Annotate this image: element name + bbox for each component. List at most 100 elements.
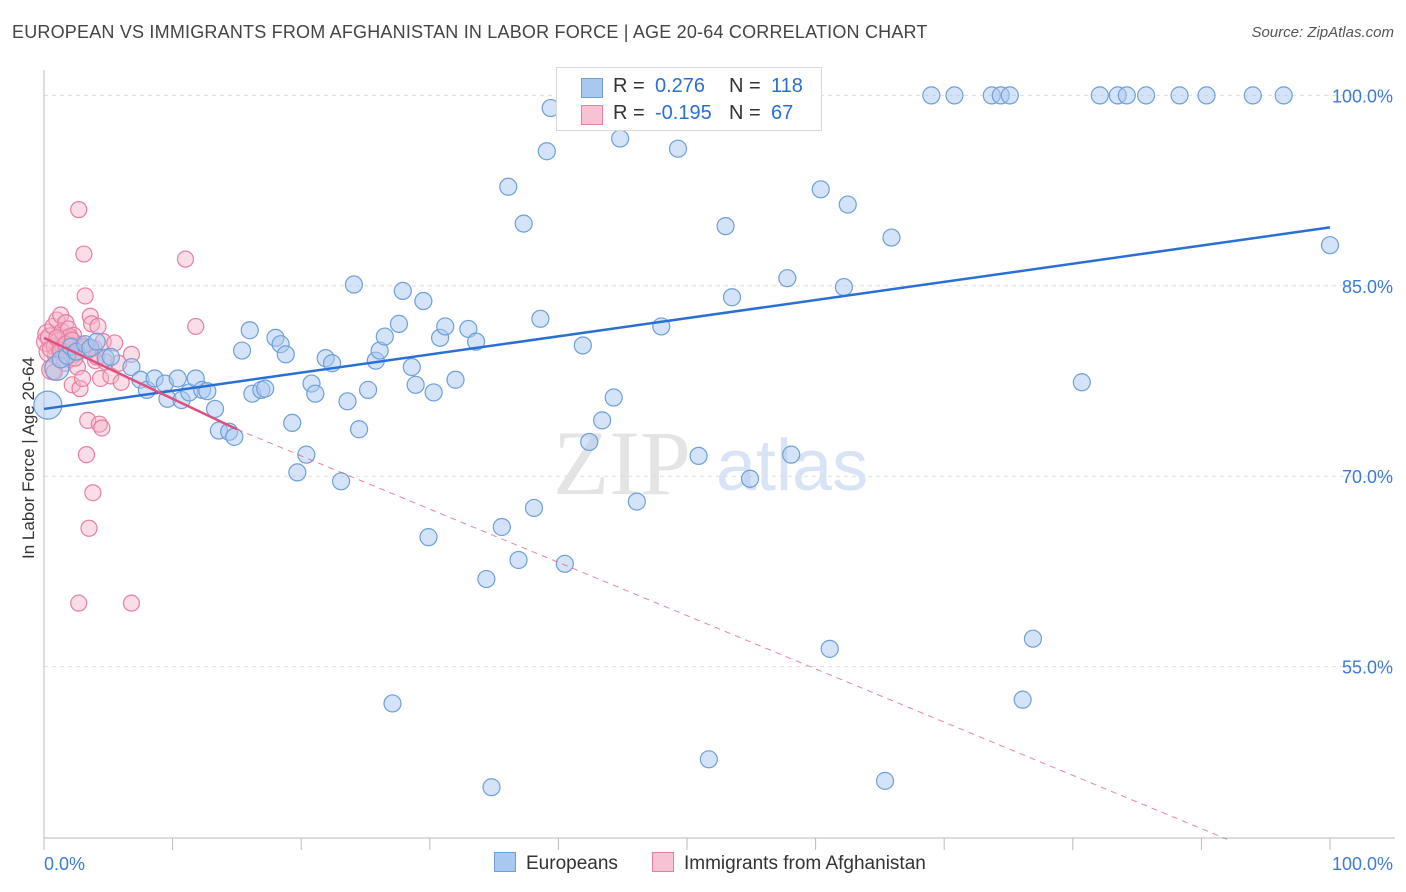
afghanistan-point (70, 201, 88, 219)
europeans-point (1000, 86, 1019, 105)
europeans-point (524, 498, 544, 518)
y-tick-label: 85.0% (1342, 277, 1393, 297)
afghanistan-point (84, 484, 102, 502)
y-tick-label: 55.0% (1342, 658, 1393, 678)
afghanistan-point (63, 376, 81, 394)
europeans-point (288, 463, 307, 482)
europeans-point (1137, 86, 1156, 105)
europeans-point (740, 469, 760, 488)
europeans-point (782, 445, 801, 464)
europeans-point (811, 180, 830, 199)
r-label: R = (613, 102, 645, 124)
afghanistan-point (91, 369, 110, 388)
europeans-point (555, 554, 574, 573)
watermark-zip: ZIP (553, 412, 691, 514)
europeans-point (514, 214, 533, 233)
europeans-point (283, 413, 302, 432)
europeans-point (240, 321, 259, 340)
legend-afghanistan: Immigrants from Afghanistan (652, 852, 926, 875)
n-value: 118 (771, 75, 803, 97)
europeans-point (627, 492, 646, 511)
europeans-point (276, 345, 295, 364)
europeans-point (778, 269, 797, 288)
afghanistan-point (75, 245, 93, 263)
europeans-point (509, 550, 528, 570)
europeans-point (122, 357, 141, 377)
legend-afghanistan-label: Immigrants from Afghanistan (684, 853, 926, 874)
europeans-point (838, 195, 857, 214)
n-value: 67 (771, 102, 794, 124)
europeans-point (436, 317, 455, 336)
europeans-point (101, 347, 120, 366)
europeans-point (424, 383, 443, 402)
europeans-point (1197, 86, 1216, 105)
europeans-point (414, 291, 433, 311)
europeans-point (344, 275, 364, 294)
afghanistan-point (77, 446, 96, 464)
europeans-point (446, 370, 465, 389)
europeans-point (383, 694, 402, 713)
n-label: N = (729, 102, 761, 124)
r-value: -0.195 (655, 102, 712, 124)
europeans-point (834, 277, 853, 297)
afghanistan-point (176, 250, 195, 268)
afghanistan-point (80, 519, 98, 537)
afghanistan-point (89, 317, 107, 336)
europeans-point (419, 528, 438, 547)
europeans-point (531, 309, 550, 328)
gridlines: 55.0% 70.0% 85.0% 100.0% (44, 86, 1395, 678)
y-axis-label: In Labor Force | Age 20-64 (19, 357, 38, 559)
r-label: R = (613, 75, 645, 97)
europeans-point (406, 375, 425, 394)
pink-swatch (652, 852, 674, 872)
europeans-point (499, 177, 518, 196)
europeans-point (477, 569, 496, 589)
x-tick-label: 0.0% (44, 854, 85, 874)
europeans-point (611, 129, 630, 148)
afghanistan-trend-extension (236, 428, 1228, 840)
afghanistan-point (71, 380, 89, 398)
europeans-point (232, 341, 252, 360)
afghanistan-point (122, 594, 141, 612)
europeans-point (466, 332, 486, 351)
europeans-point (1013, 690, 1032, 709)
europeans-point (604, 388, 623, 407)
europeans-point (1243, 86, 1262, 105)
europeans-point (338, 392, 357, 411)
europeans-point (1170, 86, 1189, 105)
correlation-legend: R = 0.276 N = 118 R = -0.195 N = 67 (556, 67, 822, 131)
europeans-point (33, 390, 63, 420)
europeans-point (689, 446, 708, 466)
europeans-point (1072, 373, 1091, 392)
europeans-point (358, 380, 378, 399)
europeans-point (1274, 86, 1293, 105)
europeans-point (820, 639, 839, 658)
europeans-point (1090, 86, 1109, 105)
legend-europeans: Europeans (494, 852, 618, 875)
axes: 0.0% 100.0% (43, 70, 1395, 874)
europeans-point (393, 281, 412, 300)
afghanistan-point (73, 369, 92, 388)
europeans-point (1320, 236, 1340, 255)
n-label: N = (729, 75, 761, 97)
europeans-point (87, 332, 106, 351)
europeans-point (256, 379, 275, 398)
y-tick-label: 70.0% (1342, 467, 1393, 487)
europeans-point (349, 420, 369, 439)
y-tick-label: 100.0% (1332, 86, 1393, 106)
watermark-atlas: atlas (716, 426, 868, 506)
europeans-point (1023, 629, 1043, 648)
europeans-point (492, 517, 511, 537)
europeans-point (580, 432, 599, 452)
europeans-point (716, 217, 735, 236)
afghanistan-point (70, 594, 88, 612)
europeans-point (573, 336, 592, 355)
blue-swatch (494, 852, 516, 872)
r-value: 0.276 (655, 75, 706, 97)
europeans-point (593, 411, 612, 430)
europeans-point (537, 142, 556, 161)
chart-title: EUROPEAN VS IMMIGRANTS FROM AFGHANISTAN … (12, 22, 928, 42)
europeans-point (205, 399, 225, 419)
blue-swatch (581, 78, 603, 98)
